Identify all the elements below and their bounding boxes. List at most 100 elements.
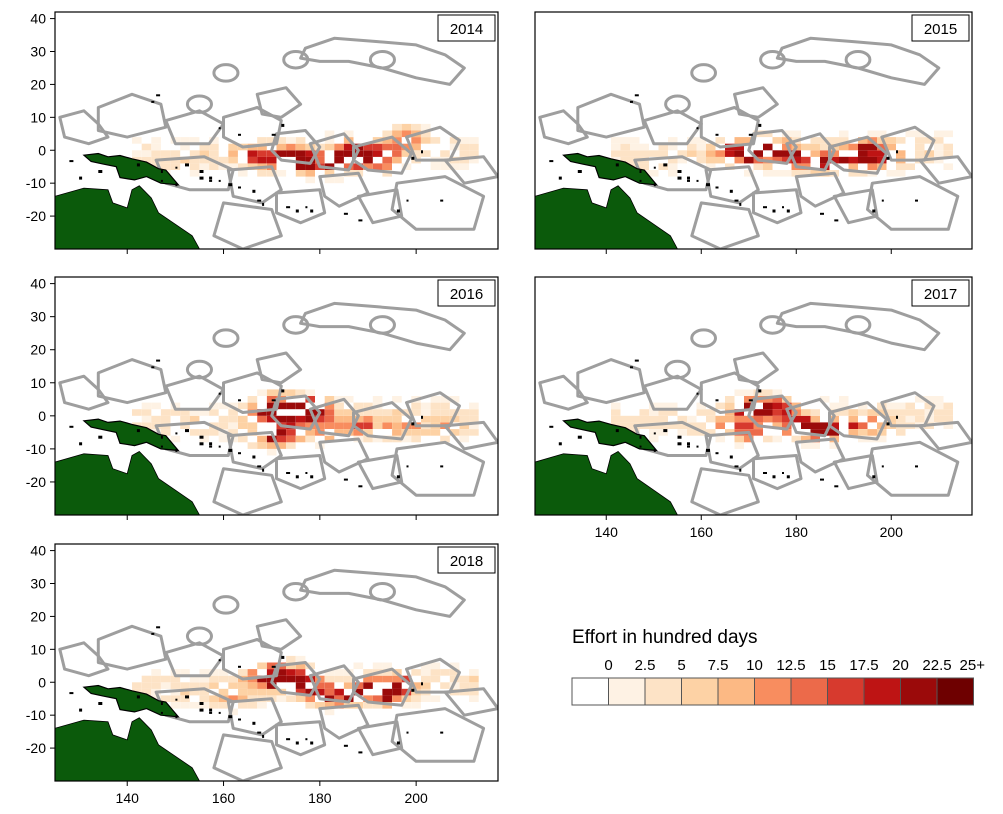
effort-cell bbox=[305, 150, 315, 157]
effort-cell bbox=[687, 429, 697, 436]
effort-cell bbox=[324, 435, 335, 443]
island bbox=[748, 399, 753, 402]
effort-cell bbox=[620, 150, 630, 157]
eez-boundary bbox=[390, 707, 486, 763]
island bbox=[199, 176, 204, 180]
effort-cell bbox=[218, 156, 229, 164]
island bbox=[440, 465, 444, 468]
effort-cell bbox=[324, 402, 335, 410]
effort-cell bbox=[782, 156, 792, 164]
effort-cell bbox=[334, 176, 344, 184]
effort-cell bbox=[305, 688, 315, 696]
eez-boundary bbox=[255, 618, 303, 651]
island bbox=[262, 202, 265, 206]
island bbox=[185, 695, 189, 699]
effort-cell bbox=[160, 675, 171, 683]
effort-cell bbox=[934, 137, 944, 144]
island bbox=[421, 150, 423, 154]
effort-cell bbox=[363, 429, 373, 436]
effort-cell bbox=[247, 702, 258, 709]
new-guinea-landmass bbox=[82, 684, 180, 718]
island bbox=[396, 475, 400, 479]
effort-cell bbox=[943, 422, 953, 429]
effort-cell bbox=[449, 163, 460, 170]
effort-cell bbox=[132, 137, 142, 144]
legend-swatch bbox=[571, 677, 609, 706]
effort-cell bbox=[324, 137, 335, 144]
map-panel-2015: 2015 bbox=[534, 11, 973, 254]
legend-swatch bbox=[608, 677, 646, 706]
island bbox=[238, 452, 241, 455]
effort-cell bbox=[363, 669, 373, 676]
effort-cell bbox=[286, 442, 296, 449]
year-label: 2017 bbox=[911, 279, 970, 307]
effort-cell bbox=[257, 150, 267, 157]
eez-boundary bbox=[390, 175, 486, 231]
island bbox=[79, 442, 83, 446]
effort-cell bbox=[189, 429, 200, 436]
effort-cell bbox=[668, 143, 678, 151]
island bbox=[396, 741, 400, 745]
effort-cell bbox=[286, 402, 296, 410]
effort-cell bbox=[189, 150, 200, 157]
panel-frame bbox=[54, 543, 499, 782]
island bbox=[577, 435, 582, 439]
effort-cell bbox=[791, 415, 801, 423]
effort-cell bbox=[469, 695, 479, 702]
effort-cell bbox=[372, 163, 383, 170]
effort-cell bbox=[247, 396, 258, 403]
eez-boundary bbox=[752, 188, 803, 225]
eez-boundary bbox=[866, 175, 960, 231]
effort-cell bbox=[449, 662, 460, 670]
effort-cell bbox=[744, 402, 754, 410]
effort-cell bbox=[266, 669, 277, 676]
island bbox=[286, 738, 291, 741]
island bbox=[440, 199, 444, 202]
island bbox=[209, 176, 213, 180]
effort-cell bbox=[199, 435, 210, 443]
effort-cell bbox=[706, 163, 716, 170]
map-area bbox=[535, 277, 972, 515]
effort-cell bbox=[791, 170, 801, 177]
effort-cell bbox=[266, 137, 277, 144]
y-tick-label: 30 bbox=[30, 309, 46, 325]
effort-cell bbox=[238, 688, 248, 696]
effort-cell bbox=[753, 415, 763, 423]
eez-boundary bbox=[866, 440, 960, 497]
effort-cell bbox=[459, 409, 470, 416]
effort-cell bbox=[867, 163, 877, 170]
effort-cell bbox=[238, 702, 248, 709]
effort-cell bbox=[649, 409, 659, 416]
eez-boundary bbox=[352, 135, 413, 175]
effort-cell bbox=[696, 143, 706, 151]
year-label-box bbox=[911, 279, 970, 307]
eez-boundary bbox=[747, 394, 798, 431]
effort-cell bbox=[305, 429, 315, 436]
legend-label: 17.5 bbox=[849, 657, 878, 674]
effort-cell bbox=[266, 448, 277, 456]
effort-cell bbox=[753, 409, 763, 416]
effort-cell bbox=[791, 435, 801, 443]
effort-cell bbox=[363, 702, 373, 709]
effort-cell bbox=[180, 702, 190, 709]
island bbox=[896, 150, 898, 154]
effort-cell bbox=[620, 156, 630, 164]
effort-cell bbox=[905, 409, 915, 416]
island bbox=[98, 702, 103, 705]
effort-cell bbox=[820, 156, 830, 164]
island bbox=[358, 751, 363, 754]
effort-cell bbox=[401, 130, 412, 138]
year-label: 2016 bbox=[437, 279, 496, 307]
effort-cell bbox=[668, 409, 678, 416]
effort-cell bbox=[896, 137, 906, 144]
effort-cell bbox=[421, 409, 431, 416]
effort-cell bbox=[639, 409, 649, 416]
effort-cell bbox=[915, 137, 925, 144]
effort-cell bbox=[382, 688, 392, 696]
effort-cell bbox=[706, 143, 716, 151]
effort-cell bbox=[801, 143, 811, 151]
effort-cell bbox=[848, 429, 858, 436]
island bbox=[228, 183, 233, 187]
effort-cell bbox=[763, 396, 773, 403]
effort-cell bbox=[160, 409, 171, 416]
